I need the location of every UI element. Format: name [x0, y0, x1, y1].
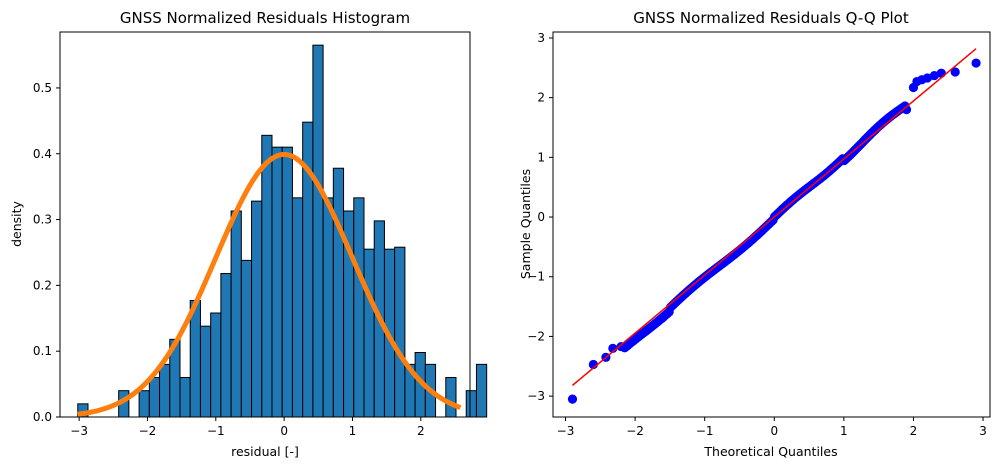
qq-point: [901, 105, 912, 115]
histogram-y-tick-label: 0.4: [33, 147, 52, 161]
histogram-bar: [394, 246, 406, 418]
histogram-bar: [353, 197, 365, 418]
histogram-bar: [475, 363, 488, 418]
qq-x-tick-label: −3: [557, 424, 575, 438]
histogram-bar: [465, 390, 477, 418]
qq-axes-frame: [552, 31, 991, 418]
histogram-bar: [445, 377, 457, 418]
qq-x-tick-label: 1: [840, 424, 848, 438]
histogram-bar: [332, 167, 345, 418]
qq-y-tick-label: −1: [527, 270, 545, 284]
histogram-y-tick-label: 0.3: [33, 213, 52, 227]
qq-y-label: Sample Quantiles: [518, 169, 533, 279]
qq-x-tick-label: 3: [979, 424, 987, 438]
qq-point: [616, 341, 626, 352]
histogram-x-tick-label: −3: [70, 424, 88, 438]
qq-x-tick-label: 0: [770, 424, 778, 438]
histogram-bar: [189, 300, 201, 418]
histogram-bar: [179, 377, 191, 418]
histogram-bar: [251, 200, 263, 418]
histogram-bar: [148, 377, 161, 418]
histogram-bar: [281, 146, 293, 418]
qq-y-tick-label: 0: [537, 210, 545, 224]
qq-point: [936, 68, 946, 78]
histogram-bar: [312, 44, 324, 418]
histogram-bar: [363, 248, 375, 418]
qq-y-tick-label: 1: [537, 150, 545, 164]
histogram-x-tick-label: 1: [349, 424, 357, 438]
histogram-bar: [230, 210, 242, 418]
histogram-bar: [220, 273, 232, 418]
histogram-bar: [291, 197, 304, 418]
histogram-x-tick-label: 0: [280, 424, 288, 438]
qq-y-tick-label: 3: [537, 31, 545, 45]
histogram-y-tick-label: 0.5: [33, 81, 52, 95]
qq-y-tick-label: −3: [527, 389, 545, 403]
histogram-title: GNSS Normalized Residuals Histogram: [120, 9, 410, 27]
histogram-x-tick-label: −1: [207, 424, 225, 438]
histogram-bar: [322, 197, 334, 418]
qq-reference-line: [572, 48, 977, 386]
qq-plot-panel: −3 −2 −1 0 1 2 3 −3 −2 −1 0 1 2 3 GNSS Normalized Re…: [518, 9, 991, 459]
histogram-y-ticks: 0.0 0.1 0.2 0.3 0.4 0.5: [33, 81, 60, 424]
qq-x-label: Theoretical Quantiles: [703, 444, 837, 459]
histogram-axes-frame: [59, 31, 471, 418]
qq-x-ticks: −3 −2 −1 0 1 2 3: [557, 417, 987, 438]
histogram-bar: [159, 363, 171, 418]
qq-y-ticks: −3 −2 −1 0 1 2 3: [527, 31, 553, 403]
qq-x-tick-label: −1: [696, 424, 714, 438]
qq-y-tick-label: −2: [527, 329, 545, 343]
histogram-bar: [271, 146, 283, 418]
qq-point: [929, 70, 939, 81]
histogram-panel: −3 −2 −1 0 1 2 0.0 0.1 0.2 0.3 0.4 0.5 GNSS Normal…: [9, 9, 488, 459]
histogram-y-tick-label: 0.0: [33, 410, 52, 424]
histogram-x-tick-label: 2: [417, 424, 425, 438]
histogram-bar: [199, 325, 212, 418]
qq-point: [922, 73, 932, 83]
qq-point: [567, 394, 578, 404]
histogram-x-ticks: −3 −2 −1 0 1 2: [70, 417, 425, 438]
qq-point: [950, 67, 960, 77]
qq-y-tick-label: 2: [537, 91, 545, 105]
histogram-x-tick-label: −2: [139, 424, 157, 438]
histogram-bar: [210, 312, 222, 418]
histogram-bar: [261, 134, 273, 418]
qq-title: GNSS Normalized Residuals Q-Q Plot: [633, 9, 909, 27]
histogram-bar: [138, 390, 150, 418]
histogram-x-label: residual [-]: [231, 444, 299, 459]
histogram-y-tick-label: 0.1: [33, 344, 52, 358]
normal-pdf-curve: [77, 151, 462, 417]
histogram-y-tick-label: 0.2: [33, 278, 52, 292]
histogram-bar: [240, 259, 253, 418]
qq-x-tick-label: −2: [626, 424, 644, 438]
histogram-y-label: density: [9, 200, 24, 246]
qq-x-tick-label: 2: [910, 424, 918, 438]
qq-point: [971, 58, 981, 68]
